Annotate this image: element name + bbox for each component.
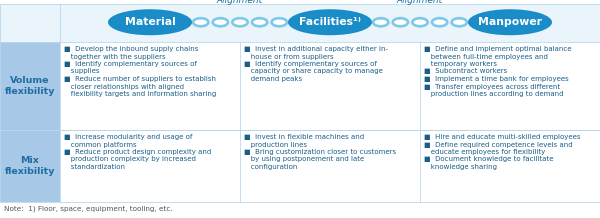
Bar bbox=[0, 4, 600, 42]
Text: Mix
flexibility: Mix flexibility bbox=[5, 156, 55, 176]
Text: Alignment: Alignment bbox=[217, 0, 263, 5]
Bar bbox=[0, 130, 60, 202]
Ellipse shape bbox=[433, 20, 446, 25]
Ellipse shape bbox=[394, 20, 407, 25]
Text: Volume
flexibility: Volume flexibility bbox=[5, 76, 55, 96]
Ellipse shape bbox=[373, 18, 389, 27]
Ellipse shape bbox=[193, 18, 209, 27]
Text: ■  Invest in flexible machines and
   production lines
■  Bring customization cl: ■ Invest in flexible machines and produc… bbox=[244, 134, 396, 170]
Ellipse shape bbox=[212, 18, 229, 27]
Text: Alignment: Alignment bbox=[397, 0, 443, 5]
Ellipse shape bbox=[194, 20, 207, 25]
Ellipse shape bbox=[234, 20, 246, 25]
Text: Material: Material bbox=[125, 17, 175, 27]
Ellipse shape bbox=[453, 20, 466, 25]
Ellipse shape bbox=[251, 18, 268, 27]
Ellipse shape bbox=[392, 18, 409, 27]
Ellipse shape bbox=[288, 9, 372, 35]
Text: ■  Hire and educate multi-skilled employees
■  Define required competence levels: ■ Hire and educate multi-skilled employe… bbox=[424, 134, 581, 170]
Text: Facilities¹⁾: Facilities¹⁾ bbox=[299, 17, 361, 27]
Ellipse shape bbox=[414, 20, 426, 25]
Ellipse shape bbox=[271, 18, 287, 27]
Text: Manpower: Manpower bbox=[478, 17, 542, 27]
Ellipse shape bbox=[108, 9, 192, 35]
Ellipse shape bbox=[412, 18, 428, 27]
Text: ■  Increase modularity and usage of
   common platforms
■  Reduce product design: ■ Increase modularity and usage of commo… bbox=[64, 134, 211, 170]
Ellipse shape bbox=[374, 20, 387, 25]
Ellipse shape bbox=[214, 20, 227, 25]
Ellipse shape bbox=[451, 18, 467, 27]
Ellipse shape bbox=[273, 20, 286, 25]
Bar bbox=[0, 42, 60, 130]
Ellipse shape bbox=[431, 18, 448, 27]
Text: ■  Define and implement optimal balance
   between full-time employees and
   te: ■ Define and implement optimal balance b… bbox=[424, 46, 571, 97]
Ellipse shape bbox=[468, 9, 552, 35]
Text: ■  Invest in additional capacity either in-
   house or from suppliers
■  Identi: ■ Invest in additional capacity either i… bbox=[244, 46, 388, 82]
Text: ■  Develop the inbound supply chains
   together with the suppliers
■  Identify : ■ Develop the inbound supply chains toge… bbox=[64, 46, 216, 97]
Ellipse shape bbox=[253, 20, 266, 25]
Text: Note:  1) Floor, space, equipment, tooling, etc.: Note: 1) Floor, space, equipment, toolin… bbox=[4, 205, 173, 211]
Ellipse shape bbox=[232, 18, 248, 27]
